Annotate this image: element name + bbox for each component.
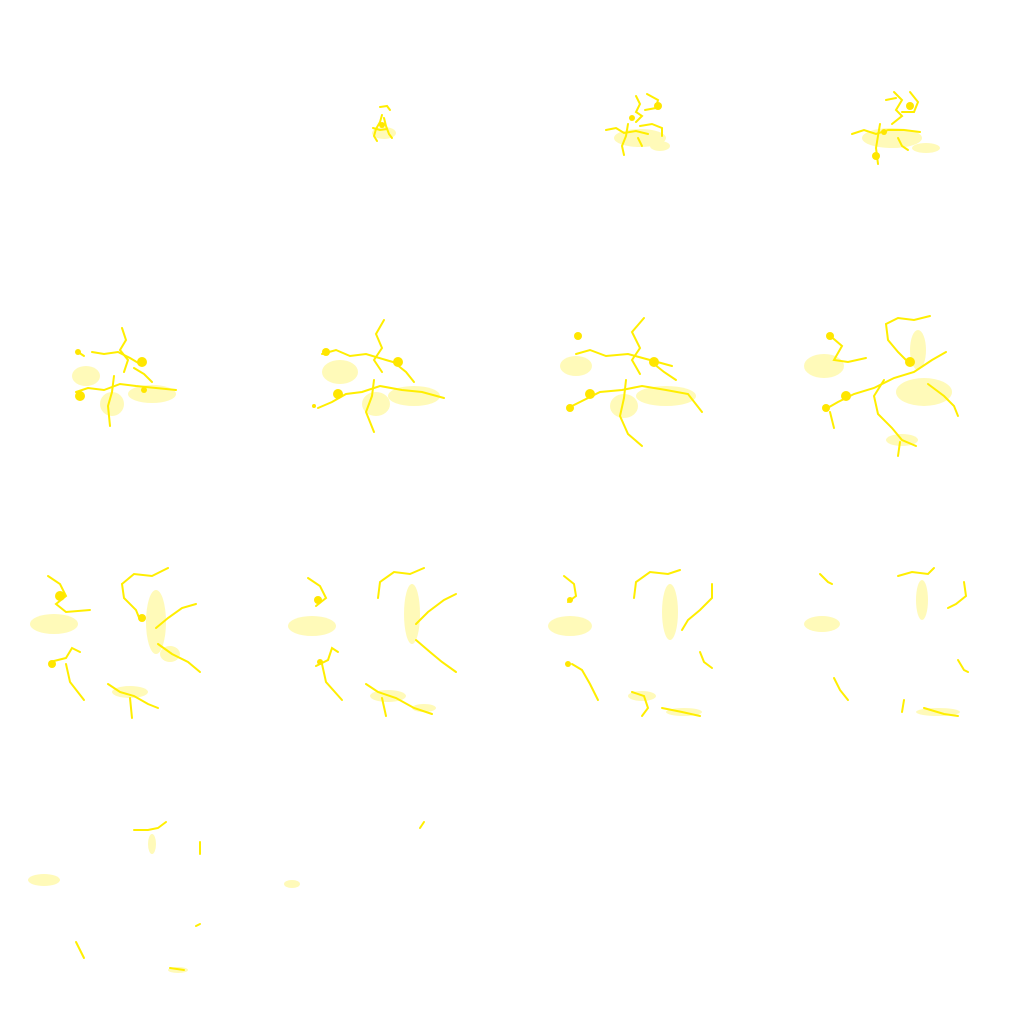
lightning-glow xyxy=(548,584,702,716)
lightning-node xyxy=(872,102,914,160)
frame-15 xyxy=(512,768,768,1024)
frame-15-empty xyxy=(512,768,768,1024)
frame-2 xyxy=(256,0,512,256)
lightning-bolt xyxy=(75,327,177,427)
frame-11 xyxy=(512,512,768,768)
lightning-bolt xyxy=(571,317,703,447)
lightning-glow xyxy=(322,360,440,416)
frame-4 xyxy=(768,0,1024,256)
lightning-bolt xyxy=(47,567,201,719)
lightning-glow xyxy=(804,580,960,716)
lightning-node xyxy=(75,349,147,401)
lightning-bolt xyxy=(419,821,425,829)
lightning-glow xyxy=(284,880,300,888)
frame-9 xyxy=(0,512,256,768)
lightning-glow xyxy=(28,834,188,973)
lightning-node xyxy=(629,102,662,121)
frame-6 xyxy=(256,256,512,512)
lightning-glow xyxy=(72,366,176,416)
frame-5 xyxy=(0,256,256,512)
frame-13 xyxy=(0,768,256,1024)
lightning-bolt xyxy=(605,93,663,156)
lightning-bolt xyxy=(823,315,959,457)
lightning-node xyxy=(312,348,403,408)
lightning-glow xyxy=(804,330,952,446)
lightning-bolt xyxy=(75,821,201,971)
lightning-node xyxy=(822,332,915,412)
frame-8 xyxy=(768,256,1024,512)
lightning-node xyxy=(565,597,573,667)
frame-12 xyxy=(768,512,1024,768)
lightning-node xyxy=(314,596,323,665)
lightning-glow xyxy=(560,356,696,418)
lightning-bolt xyxy=(372,104,393,142)
frame-16-empty xyxy=(768,768,1024,1024)
lightning-node xyxy=(48,591,146,668)
lightning-glow xyxy=(288,584,436,712)
lightning-node xyxy=(566,332,659,412)
frame-3 xyxy=(512,0,768,256)
lightning-bolt xyxy=(819,567,969,717)
frame-7 xyxy=(512,256,768,512)
lightning-bolt xyxy=(307,567,457,717)
lightning-glow xyxy=(862,128,940,153)
lightning-bolt xyxy=(317,319,445,433)
frame-10 xyxy=(256,512,512,768)
frame-16 xyxy=(768,768,1024,1024)
frame-1-empty xyxy=(0,0,256,256)
lightning-node xyxy=(379,122,385,128)
lightning-bolt xyxy=(563,569,713,717)
frame-14 xyxy=(256,768,512,1024)
frame-1 xyxy=(0,0,256,256)
